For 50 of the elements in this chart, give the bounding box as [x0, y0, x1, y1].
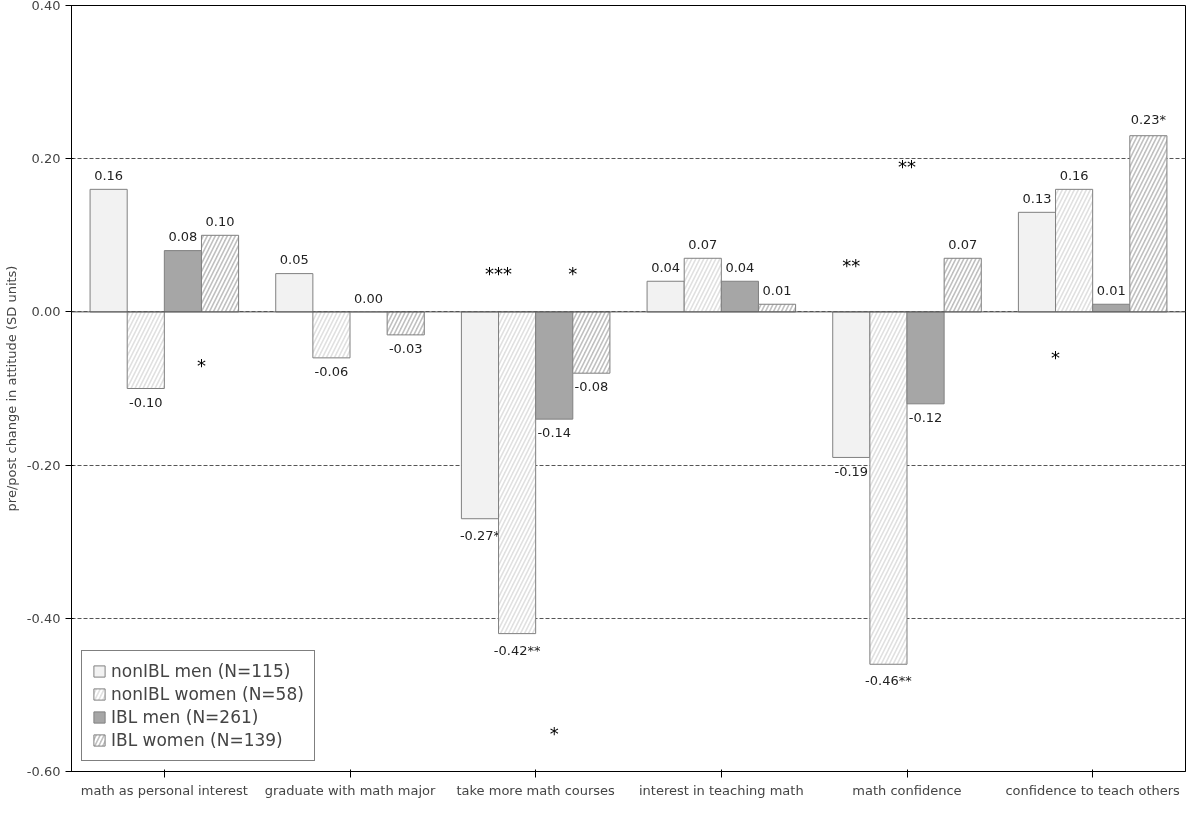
- annotation: *: [549, 722, 559, 744]
- y-tick-label: 0.20: [31, 151, 61, 167]
- x-tick-label: take more math courses: [456, 782, 616, 798]
- data-label: -0.08: [574, 379, 609, 395]
- annotation: *: [1051, 347, 1061, 369]
- data-label: 0.04: [651, 260, 681, 276]
- data-label: 0.16: [1059, 168, 1089, 184]
- data-label: 0.01: [1096, 283, 1126, 299]
- x-tick-label: interest in teaching math: [639, 782, 804, 798]
- data-label: -0.12: [908, 410, 943, 426]
- data-label: -0.27*: [459, 527, 501, 543]
- y-tick-label: -0.60: [26, 764, 61, 779]
- data-label: -0.10: [128, 394, 163, 410]
- x-tick-label: math confidence: [852, 782, 962, 798]
- annotation: **: [842, 255, 861, 277]
- data-label: 0.08: [168, 229, 198, 245]
- data-label: 0.07: [948, 237, 978, 253]
- annotation: *: [196, 355, 206, 377]
- y-tick-label: -0.40: [26, 610, 61, 626]
- bar: [275, 273, 314, 313]
- data-label: 0.01: [762, 283, 792, 299]
- data-label: -0.14: [537, 425, 572, 441]
- annotation: **: [898, 155, 916, 177]
- bar: [89, 188, 128, 313]
- data-label: 0.16: [94, 168, 124, 184]
- data-label: 0.05: [279, 252, 309, 268]
- annotation: *: [568, 263, 578, 285]
- x-tick-label: math as personal interest: [80, 782, 248, 798]
- data-label: 0.13: [1022, 191, 1052, 207]
- legend-label: IBL men (N=261): [111, 707, 259, 727]
- data-label: -0.19: [834, 463, 869, 479]
- y-tick-label: 0.00: [31, 304, 61, 320]
- data-label: -0.46**: [865, 673, 913, 689]
- legend-label: nonIBL men (N=115): [111, 661, 291, 681]
- y-tick-label: 0.40: [31, 0, 61, 13]
- y-axis-title: pre/post change in attitude (SD units): [3, 265, 19, 512]
- x-tick-label: graduate with math major: [264, 782, 436, 798]
- data-label: 0.10: [205, 214, 235, 230]
- data-label: 0.00: [354, 290, 384, 306]
- y-tick-label: -0.20: [26, 457, 61, 473]
- data-label: 0.07: [688, 237, 718, 253]
- data-label: 0.04: [725, 260, 755, 276]
- legend-label: IBL women (N=139): [111, 730, 283, 750]
- data-label: -0.06: [314, 364, 349, 380]
- data-label: -0.42**: [493, 642, 541, 658]
- legend-label: nonIBL women (N=58): [111, 684, 304, 704]
- data-label: 0.23*: [1130, 111, 1167, 127]
- data-label: -0.03: [388, 341, 423, 357]
- x-tick-label: confidence to teach others: [1005, 782, 1181, 798]
- annotation: ***: [485, 263, 513, 285]
